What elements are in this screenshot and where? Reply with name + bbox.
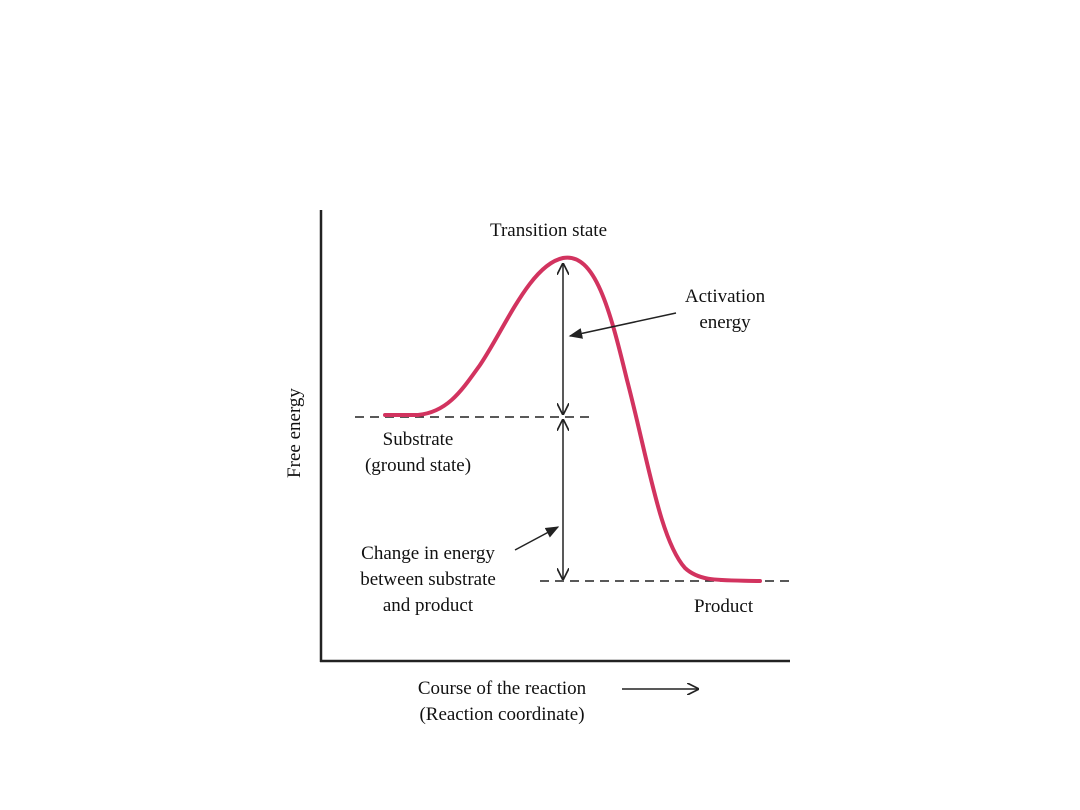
x-axis-label: Course of the reaction (Reaction coordin… <box>392 676 612 728</box>
change-pointer-arrow <box>514 526 560 551</box>
activation-energy-label: Activation energy <box>672 284 778 336</box>
activation-energy-line1: Activation <box>684 286 766 307</box>
activation-energy-line2: energy <box>699 312 751 333</box>
substrate-line2: (ground state) <box>364 455 472 476</box>
energy-curve <box>383 255 762 583</box>
x-axis-label-line1: Course of the reaction <box>417 678 587 699</box>
y-axis-label: Free energy <box>284 388 305 478</box>
substrate-label: Substrate (ground state) <box>340 427 496 479</box>
energy-change-line2: between substrate <box>360 569 496 590</box>
energy-change-line3: and product <box>382 595 474 616</box>
energy-change-label: Change in energy between substrate and p… <box>338 541 518 619</box>
x-axis-label-line2: (Reaction coordinate) <box>419 704 585 725</box>
activation-pointer-arrow <box>568 312 677 339</box>
product-label: Product <box>694 596 754 617</box>
energy-change-line1: Change in energy <box>361 543 495 564</box>
substrate-line1: Substrate <box>382 429 454 450</box>
transition-state-label: Transition state <box>490 220 607 241</box>
